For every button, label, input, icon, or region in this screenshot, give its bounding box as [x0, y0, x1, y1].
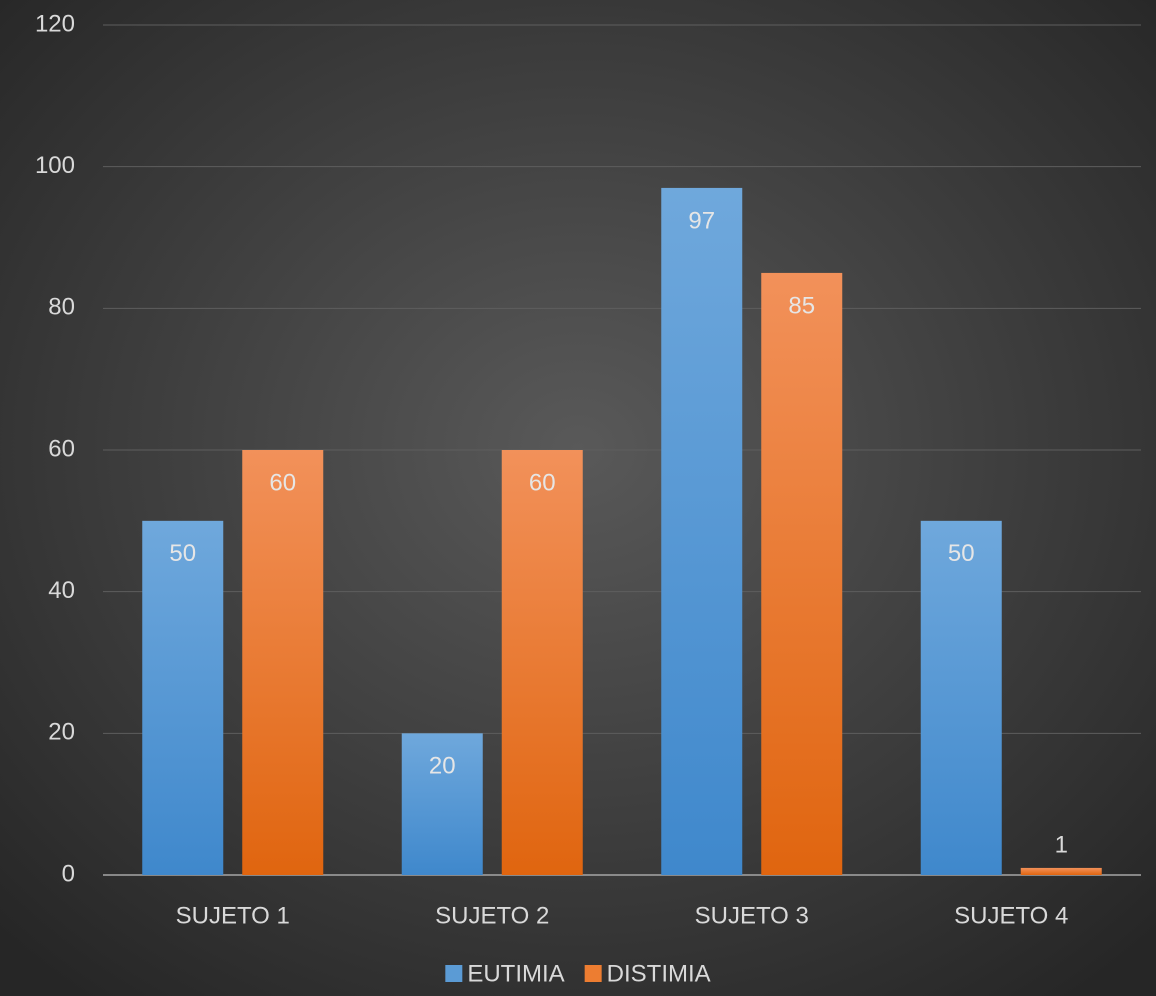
data-label: 97 — [688, 207, 715, 234]
y-tick-label: 120 — [35, 10, 75, 37]
bar — [761, 272, 843, 876]
bar — [142, 520, 224, 875]
x-tick-label: SUJETO 1 — [176, 902, 290, 929]
y-tick-label: 0 — [62, 860, 75, 887]
bar — [242, 450, 324, 875]
data-label: 1 — [1055, 831, 1068, 858]
y-tick-label: 60 — [48, 435, 75, 462]
bar — [661, 187, 743, 875]
legend-label: EUTIMIA — [467, 960, 564, 987]
bar — [920, 520, 1002, 875]
bar — [1020, 867, 1102, 875]
legend: EUTIMIA DISTIMIA — [445, 960, 711, 987]
bar — [401, 733, 483, 875]
legend-swatch — [584, 965, 602, 982]
y-tick-label: 100 — [35, 152, 75, 179]
data-label: 85 — [788, 292, 815, 319]
x-tick-label: SUJETO 4 — [954, 902, 1068, 929]
data-label: 60 — [529, 469, 556, 496]
y-tick-label: 80 — [48, 294, 75, 321]
y-tick-label: 20 — [48, 719, 75, 746]
legend-label: DISTIMIA — [607, 960, 711, 987]
bar — [501, 450, 583, 875]
x-tick-label: SUJETO 2 — [435, 902, 549, 929]
data-label: 20 — [429, 753, 456, 780]
x-tick-label: SUJETO 3 — [695, 902, 809, 929]
data-label: 50 — [948, 540, 975, 567]
legend-swatch — [445, 965, 463, 982]
data-label: 50 — [169, 540, 196, 567]
data-label: 60 — [269, 469, 296, 496]
y-tick-label: 40 — [48, 577, 75, 604]
